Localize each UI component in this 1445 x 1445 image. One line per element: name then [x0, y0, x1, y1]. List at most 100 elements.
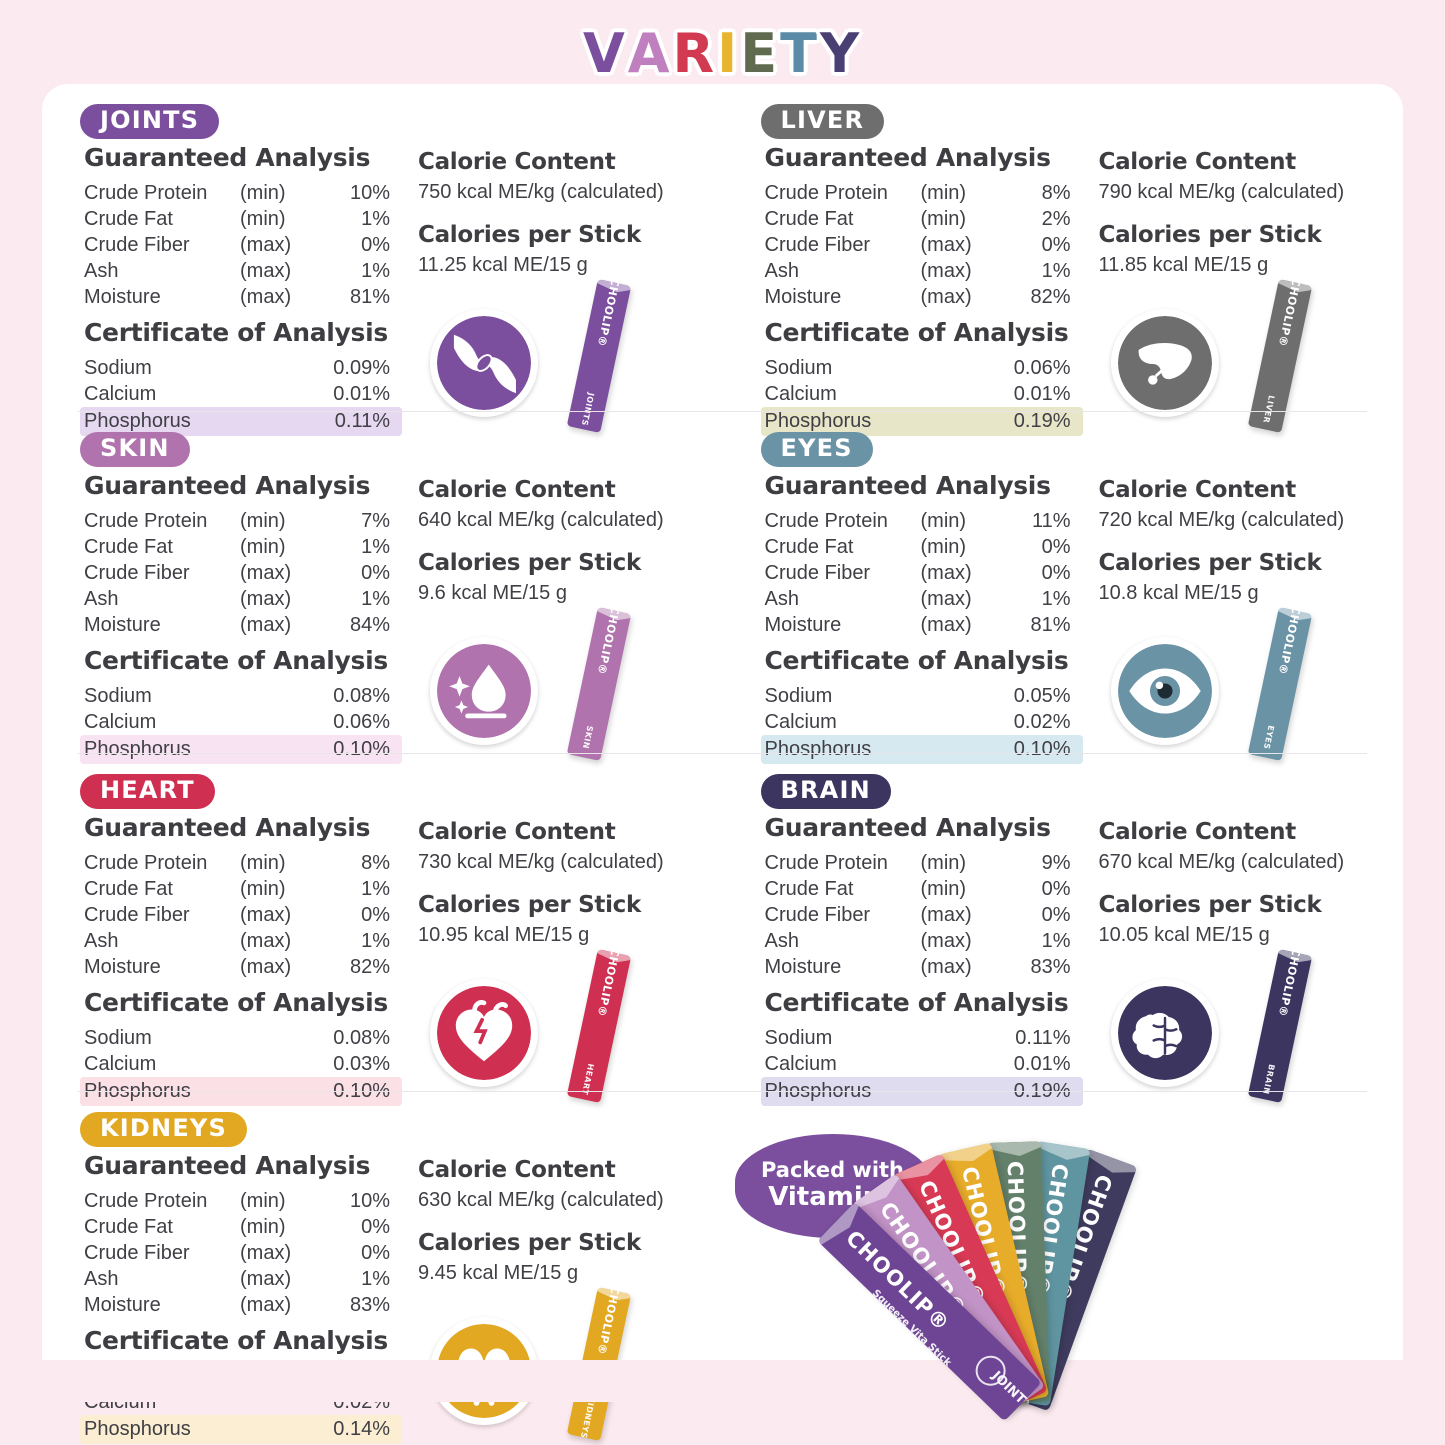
ga-qualifier: (min): [240, 1189, 286, 1212]
ga-label: Crude Fat: [84, 1215, 173, 1238]
coa-value: 0.11%: [1015, 1026, 1071, 1049]
analysis-column: Guaranteed Analysis Crude Protein (min) …: [760, 469, 1083, 765]
ga-value: 1%: [361, 1267, 390, 1290]
ga-label: Moisture: [84, 955, 161, 978]
ga-row: Crude Protein (min) 10%: [80, 180, 402, 206]
certificate-heading: Certificate of Analysis: [84, 988, 388, 1018]
coa-value: 0.01%: [1013, 382, 1071, 405]
ga-row: Ash (max) 1%: [761, 586, 1083, 612]
coa-label: Sodium: [84, 356, 152, 379]
badge-eyes: EYES: [760, 432, 873, 468]
ga-value: 81%: [349, 285, 390, 308]
ga-value: 8%: [1041, 181, 1071, 204]
ga-value: 82%: [1030, 285, 1071, 308]
ga-row: Ash (max) 1%: [80, 586, 402, 612]
ga-value: 1%: [1041, 587, 1071, 610]
calorie-content-heading: Calorie Content: [418, 1157, 616, 1184]
guaranteed-analysis-heading: Guaranteed Analysis: [84, 813, 371, 843]
ga-qualifier: (min): [920, 535, 967, 558]
coa-value: 0.14%: [278, 1415, 402, 1445]
ga-value: 0%: [361, 561, 390, 584]
calorie-content-value: 640 kcal ME/kg (calculated): [418, 509, 664, 532]
stick-tag: EYES: [1261, 724, 1276, 751]
ga-qualifier: (max): [920, 929, 972, 952]
coa-value: 0.08%: [333, 684, 390, 707]
stick-tag: SKIN: [580, 724, 595, 750]
coa-label: Calcium: [764, 710, 837, 733]
calories-per-stick-heading: Calories per Stick: [1098, 892, 1322, 919]
ga-qualifier: (max): [240, 1293, 292, 1316]
calories-per-stick-heading: Calories per Stick: [418, 892, 641, 919]
panel-row-2: SKIN Guaranteed Analysis Crude Protein (…: [42, 412, 1403, 765]
ga-qualifier: (min): [920, 877, 967, 900]
ga-label: Crude Fat: [764, 207, 854, 230]
ga-qualifier: (max): [240, 259, 292, 282]
product-stick-fan: CHOOLIP® Squeeze Vita Stick JOINTS CHOOL…: [816, 1140, 1137, 1422]
guaranteed-analysis-table: Crude Protein (min) 10% Crude Fat (min) …: [80, 180, 402, 310]
product-stick-eyes: CHOOLIP® EYES: [1247, 605, 1312, 762]
coa-label: Phosphorus: [760, 407, 960, 437]
page-title: VARIETY: [0, 22, 1445, 85]
ga-qualifier: (min): [240, 181, 286, 204]
calorie-column: Calorie Content 790 kcal ME/kg (calculat…: [1083, 141, 1404, 436]
calories-per-stick-value: 9.6 kcal ME/15 g: [418, 582, 567, 605]
badge-liver: LIVER: [760, 104, 885, 140]
ga-qualifier: (max): [240, 587, 292, 610]
ga-value: 9%: [1041, 851, 1071, 874]
guaranteed-analysis-heading: Guaranteed Analysis: [84, 471, 371, 501]
ga-label: Crude Fiber: [764, 903, 871, 926]
product-stick-liver: CHOOLIP® LIVER: [1247, 277, 1312, 434]
fan-stick-tag: JOINTS: [988, 1368, 1035, 1414]
ga-value: 1%: [361, 535, 390, 558]
certificate-heading: Certificate of Analysis: [84, 646, 388, 676]
certificate-table: Sodium 0.06% Calcium 0.01% Phosphorus 0.…: [760, 355, 1083, 437]
ga-qualifier: (max): [920, 561, 972, 584]
ga-qualifier: (min): [920, 207, 967, 230]
ga-value: 8%: [361, 851, 390, 874]
ga-row: Crude Fat (min) 0%: [761, 876, 1083, 902]
ga-value: 1%: [361, 587, 390, 610]
calorie-content-value: 630 kcal ME/kg (calculated): [418, 1189, 664, 1212]
ga-row: Crude Fiber (max) 0%: [80, 560, 402, 586]
ga-label: Crude Protein: [764, 509, 888, 532]
ga-qualifier: (max): [240, 929, 292, 952]
guaranteed-analysis-heading: Guaranteed Analysis: [764, 471, 1051, 501]
ga-value: 0%: [1041, 561, 1071, 584]
ga-row: Crude Protein (min) 11%: [761, 508, 1083, 534]
coa-row: Phosphorus 0.10%: [80, 735, 402, 765]
coa-label: Calcium: [84, 382, 157, 405]
stick-brand: CHOOLIP®: [594, 276, 622, 349]
stick-brand: CHOOLIP®: [594, 1284, 622, 1357]
coa-row: Sodium 0.06%: [761, 355, 1083, 381]
ga-label: Crude Protein: [764, 181, 888, 204]
ga-row: Crude Protein (min) 8%: [761, 180, 1083, 206]
ga-value: 83%: [349, 1293, 390, 1316]
ga-row: Crude Fiber (max) 0%: [80, 1240, 402, 1266]
calorie-content-value: 730 kcal ME/kg (calculated): [418, 851, 664, 874]
product-stick-joints: CHOOLIP® JOINTS: [566, 276, 632, 434]
guaranteed-analysis-heading: Guaranteed Analysis: [764, 143, 1051, 173]
ga-label: Crude Fiber: [764, 561, 871, 584]
stick-brand: CHOOLIP®: [594, 604, 622, 677]
ga-qualifier: (max): [240, 561, 292, 584]
ga-value: 0%: [1041, 535, 1071, 558]
certificate-heading: Certificate of Analysis: [764, 988, 1069, 1018]
coa-value: 0.08%: [333, 1026, 390, 1049]
ga-qualifier: (min): [240, 1215, 286, 1238]
ga-row: Moisture (max) 83%: [80, 1292, 402, 1318]
ga-value: 0%: [1041, 903, 1071, 926]
ga-value: 1%: [361, 877, 390, 900]
coa-label: Sodium: [84, 684, 152, 707]
panel-row-4: KIDNEYS Guaranteed Analysis Crude Protei…: [42, 1092, 1404, 1445]
coa-value: 0.03%: [333, 1052, 390, 1075]
ga-label: Moisture: [84, 285, 161, 308]
coa-value: 0.06%: [1013, 356, 1071, 379]
ga-qualifier: (max): [920, 955, 972, 978]
guaranteed-analysis-table: Crude Protein (min) 10% Crude Fat (min) …: [80, 1188, 402, 1318]
ga-row: Moisture (max) 84%: [80, 612, 402, 638]
promo-panel: Packed with Vitamins CHOOLIP® Squeeze Vi…: [723, 1092, 1404, 1422]
badge-heart: HEART: [80, 774, 215, 810]
ga-row: Crude Fiber (max) 0%: [80, 232, 402, 258]
ga-qualifier: (max): [240, 955, 292, 978]
calories-per-stick-heading: Calories per Stick: [1098, 222, 1322, 249]
